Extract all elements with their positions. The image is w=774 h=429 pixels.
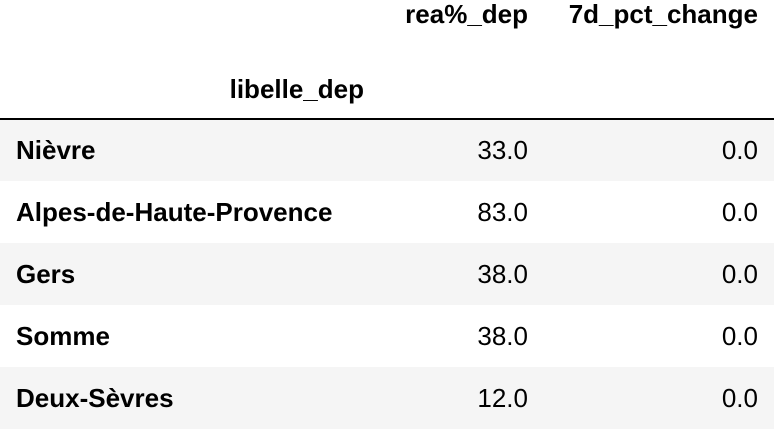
rea-dep-cell: 12.0: [477, 382, 528, 413]
blank-header-cell: [0, 0, 380, 30]
row-index-label: Somme: [16, 320, 110, 351]
7d-pct-change-cell: 0.0: [721, 382, 758, 413]
blank-header-cell: [544, 30, 774, 120]
rea-dep-cell: 38.0: [477, 258, 528, 289]
rea-dep-cell: 83.0: [477, 196, 528, 227]
table-row: Somme 38.0 0.0: [0, 305, 774, 367]
table-row: Nièvre 33.0 0.0: [0, 119, 774, 181]
row-index-label: Deux-Sèvres: [16, 382, 174, 413]
blank-header-cell: [380, 30, 544, 120]
row-index-label: Alpes-de-Haute-Provence: [16, 196, 333, 227]
7d-pct-change-cell: 0.0: [721, 320, 758, 351]
7d-pct-change-cell: 0.0: [721, 135, 758, 165]
table-row: Gers 38.0 0.0: [0, 243, 774, 305]
table-row: Deux-Sèvres 12.0 0.0: [0, 367, 774, 429]
column-header-rea-dep: rea%_dep: [405, 0, 528, 29]
column-header-7d-pct-change: 7d_pct_change: [568, 0, 758, 29]
row-index-label: Gers: [16, 258, 76, 289]
rea-dep-cell: 38.0: [477, 320, 528, 351]
table-row: Alpes-de-Haute-Provence 83.0 0.0: [0, 181, 774, 243]
row-index-label: Nièvre: [16, 135, 96, 165]
index-header-row: libelle_dep: [0, 30, 774, 120]
7d-pct-change-cell: 0.0: [721, 196, 758, 227]
rea-dep-cell: 33.0: [477, 135, 528, 165]
table-body: Nièvre 33.0 0.0 Alpes-de-Haute-Provence …: [0, 119, 774, 429]
column-header-row: rea%_dep 7d_pct_change: [0, 0, 774, 30]
table-header: rea%_dep 7d_pct_change libelle_dep: [0, 0, 774, 120]
index-name-header: libelle_dep: [0, 30, 380, 120]
7d-pct-change-cell: 0.0: [721, 258, 758, 289]
